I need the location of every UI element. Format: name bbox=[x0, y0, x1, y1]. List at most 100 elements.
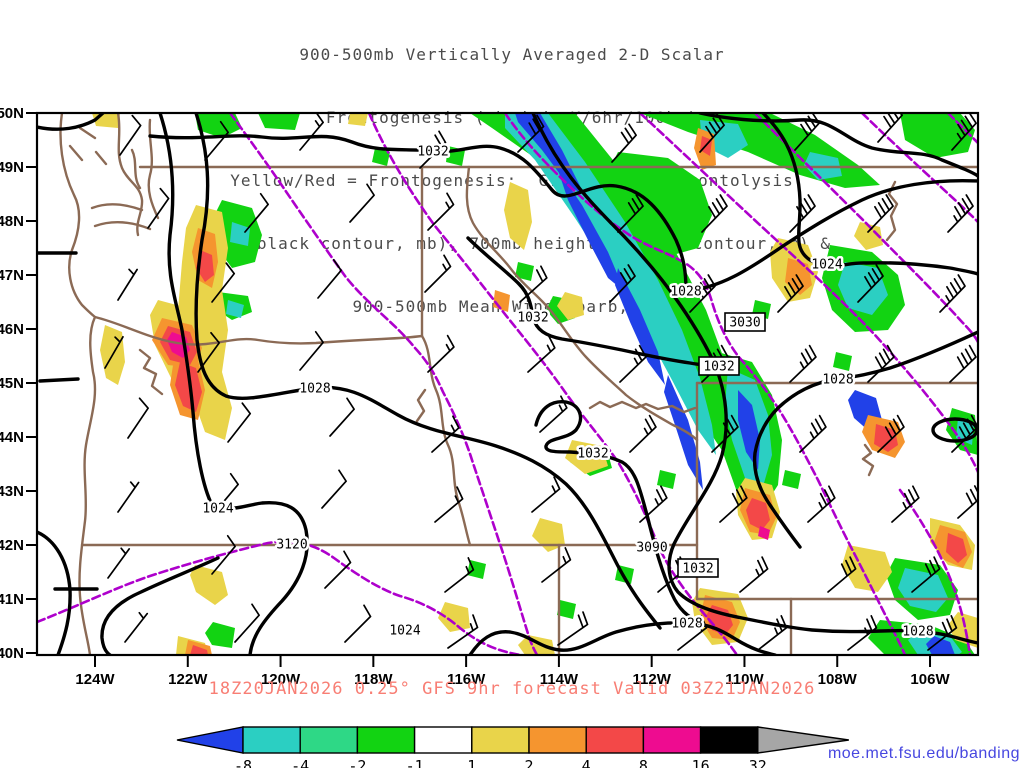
wind-barb bbox=[689, 274, 716, 313]
height-contour bbox=[861, 114, 977, 223]
colorbar-segment bbox=[699, 726, 759, 754]
contour-label: 1032 bbox=[682, 562, 713, 577]
wind-barb bbox=[329, 397, 355, 437]
site-link[interactable]: moe.met.fsu.edu/banding bbox=[827, 745, 1020, 762]
colorbar-right-arrow bbox=[757, 726, 849, 754]
lat-axis-label: 43N bbox=[0, 483, 24, 500]
mslp-contour bbox=[531, 114, 977, 645]
map-axes: 50N 49N 48N 47N 46N 45N 44N 43N 42N 41N 40N 124W 122… bbox=[0, 105, 950, 688]
contour-label: 1024 bbox=[202, 502, 233, 517]
wind-barb bbox=[827, 556, 857, 593]
wind-barb bbox=[757, 615, 788, 651]
contour-label: 1028 bbox=[822, 373, 853, 388]
mslp-contour-fragments bbox=[38, 251, 99, 591]
wind-barb bbox=[867, 194, 894, 233]
wind-barb bbox=[321, 469, 347, 509]
lat-axis-label: 40N bbox=[0, 645, 24, 662]
wind-barb bbox=[434, 486, 464, 523]
height-contour bbox=[947, 114, 977, 144]
wind-barb bbox=[427, 192, 455, 231]
wind-barb bbox=[877, 414, 905, 453]
wind-barb bbox=[927, 615, 958, 651]
wind-barb bbox=[951, 414, 977, 453]
colorbar-segment bbox=[242, 726, 301, 754]
pacific-coastline bbox=[59, 114, 97, 654]
lon-axis-label: 112W bbox=[633, 671, 672, 688]
colorbar-segment bbox=[471, 726, 530, 754]
lon-axis-label: 116W bbox=[447, 671, 486, 688]
contour-label: 1028 bbox=[670, 285, 701, 300]
mslp-contour bbox=[38, 530, 72, 654]
lat-axis-label: 49N bbox=[0, 159, 24, 176]
mslp-contour bbox=[698, 114, 977, 178]
height-contour bbox=[229, 114, 538, 654]
colorbar-left-arrow bbox=[176, 726, 244, 754]
lon-axis-label: 108W bbox=[818, 671, 858, 688]
wind-barb bbox=[794, 114, 820, 151]
colorbar-value-label: -4 bbox=[291, 757, 309, 768]
wind-barb bbox=[519, 265, 548, 303]
wind-barb bbox=[947, 194, 974, 233]
contour-label: 1032 bbox=[703, 360, 734, 375]
wind-barb bbox=[939, 274, 966, 313]
mslp-contours bbox=[38, 114, 977, 654]
height-contour bbox=[754, 114, 977, 343]
wind-barb bbox=[789, 194, 816, 233]
wind-barb bbox=[557, 611, 589, 646]
colorbar: -8 -4 -2 -1 1 2 4 8 16 32 bbox=[176, 726, 849, 768]
colorbar-value-label: 16 bbox=[692, 757, 710, 768]
lat-axis-label: 48N bbox=[0, 213, 24, 230]
lon-axis-label: 110W bbox=[725, 671, 764, 688]
wind-barb bbox=[107, 547, 131, 579]
contour-label: 1032 bbox=[517, 311, 548, 326]
wind-barb bbox=[117, 268, 138, 301]
wind-barb bbox=[447, 614, 479, 649]
lat-axis-label: 41N bbox=[0, 591, 24, 608]
or-id-border-snake bbox=[420, 334, 472, 547]
wind-barb bbox=[204, 120, 229, 161]
contour-label: 3030 bbox=[729, 316, 760, 331]
wind-barb bbox=[211, 534, 236, 575]
wind-barb bbox=[619, 344, 647, 383]
colorbar-segment bbox=[356, 726, 416, 754]
title-line-1: 900-500mb Vertically Averaged 2-D Scalar bbox=[299, 45, 725, 64]
contour-labels: 1032 1024 1028 1032 3030 1032 1028 1028 1032 1024… bbox=[200, 142, 936, 642]
rivers bbox=[138, 180, 899, 477]
wind-barb bbox=[517, 114, 545, 153]
wind-barb bbox=[424, 254, 452, 293]
wind-barb bbox=[949, 344, 977, 383]
contour-label-box bbox=[698, 356, 740, 376]
height-contour bbox=[38, 540, 521, 654]
height-contour bbox=[639, 114, 977, 473]
contour-label: 1028 bbox=[902, 625, 933, 640]
wind-barb bbox=[799, 414, 827, 453]
wind-barb bbox=[104, 335, 124, 369]
mslp-contour bbox=[761, 114, 977, 276]
wind-barb bbox=[951, 114, 977, 151]
wind-barb bbox=[847, 615, 878, 651]
wind-barb bbox=[427, 334, 455, 373]
colorbar-segment bbox=[642, 726, 702, 754]
wind-barb bbox=[639, 485, 668, 523]
colorbar-segment bbox=[528, 726, 587, 754]
wind-barb bbox=[127, 397, 149, 439]
lat-axis-label: 44N bbox=[0, 429, 24, 446]
contour-label: 1024 bbox=[811, 258, 842, 273]
wind-barb bbox=[541, 547, 572, 583]
colorbar-value-label: 1 bbox=[467, 757, 476, 768]
wind-barb bbox=[317, 258, 342, 299]
lat-axis-label: 42N bbox=[0, 537, 24, 554]
wind-barb bbox=[701, 194, 728, 233]
contour-label: 1024 bbox=[389, 624, 420, 639]
colorbar-value-label: 32 bbox=[749, 757, 767, 768]
mslp-contour bbox=[194, 114, 662, 630]
mslp-contour bbox=[534, 400, 702, 624]
lon-axis-label: 106W bbox=[910, 671, 950, 688]
wind-barb bbox=[611, 123, 637, 163]
state-borders-and-coastline bbox=[59, 114, 977, 654]
colorbar-value-label: 2 bbox=[524, 757, 533, 768]
wind-barb bbox=[957, 485, 977, 519]
title-line-5: 900-500mb Mean Wind (barb, kt) bbox=[352, 297, 672, 316]
